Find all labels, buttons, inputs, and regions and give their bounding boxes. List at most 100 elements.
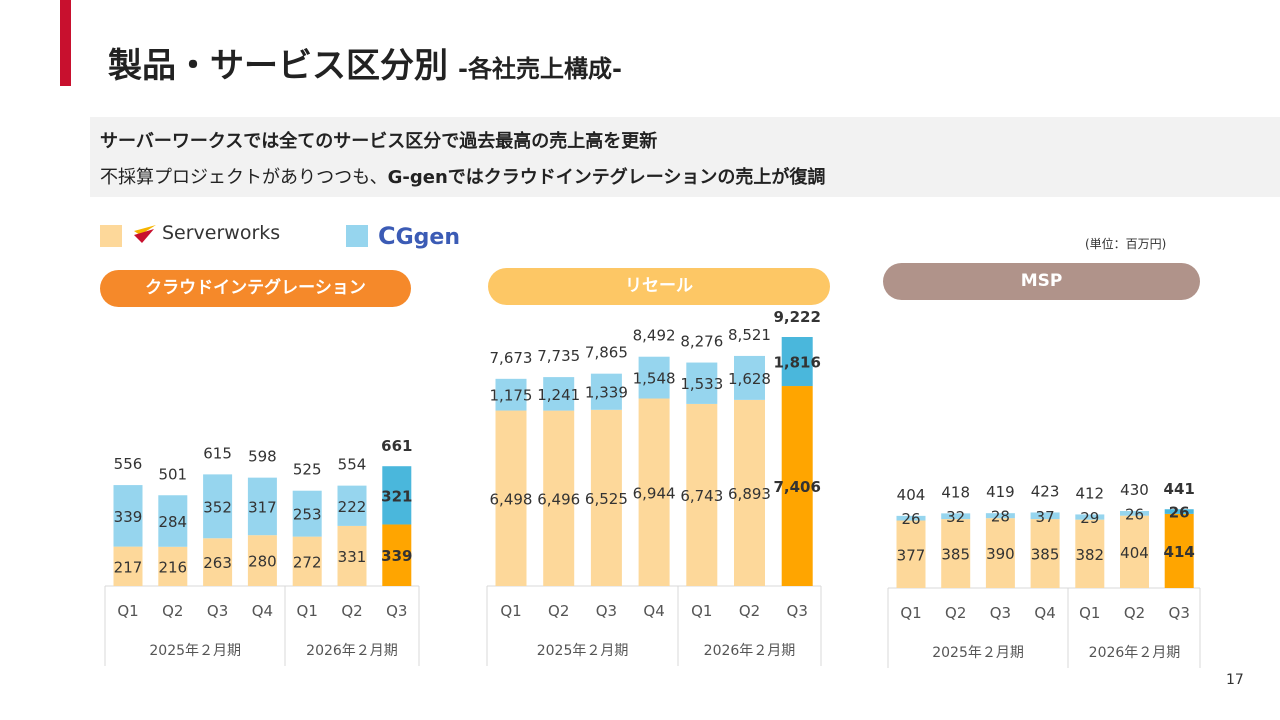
data-label-serverworks: 216 (158, 558, 187, 576)
legend-label-serverworks: Serverworks (162, 222, 281, 244)
x-group-label: 2026年２月期 (704, 643, 796, 659)
bar-serverworks (247, 535, 277, 586)
bar-serverworks (985, 518, 1015, 588)
data-label-serverworks: 390 (986, 545, 1015, 563)
data-label-ggen: 253 (293, 506, 322, 524)
x-tick-label: Q4 (252, 602, 273, 620)
data-label-ggen: 26 (901, 510, 920, 528)
bar-ggen (734, 355, 765, 400)
data-label-serverworks: 6,743 (680, 487, 723, 505)
chart-title-cloud-integration: クラウドインテグレーション (100, 270, 411, 307)
x-group-label: 2026年２月期 (306, 643, 398, 659)
legend-label-ggen: Ggen (395, 225, 461, 250)
bar-ggen (1030, 512, 1060, 520)
x-tick-label: Q3 (787, 602, 808, 620)
x-group-label: 2025年２月期 (149, 643, 241, 659)
data-label-total: 404 (897, 486, 926, 504)
data-label-serverworks: 414 (1164, 543, 1195, 561)
data-label-ggen: 1,241 (537, 386, 580, 404)
bar-ggen (896, 515, 926, 521)
data-label-total: 7,735 (537, 347, 580, 365)
legend-swatch-ggen (346, 225, 368, 247)
bar-serverworks (1120, 515, 1149, 588)
x-tick-label: Q1 (117, 602, 138, 620)
bar-serverworks (781, 386, 813, 586)
data-label-total: 9,222 (773, 308, 820, 326)
data-label-serverworks: 382 (1075, 546, 1104, 564)
serverworks-mark-icon (134, 224, 156, 243)
bar-ggen (638, 356, 670, 399)
x-tick-label: Q2 (341, 602, 362, 620)
summary-line-2: 不採算プロジェクトがありつつも、G-genではクラウドインテグレーションの売上が… (100, 163, 825, 189)
x-tick-label: Q1 (900, 604, 921, 622)
data-label-total: 412 (1075, 484, 1104, 502)
x-tick-label: Q1 (1079, 604, 1100, 622)
bar-serverworks (543, 410, 575, 586)
summary-line-2-prefix: 不採算プロジェクトがありつつも、 (100, 167, 388, 188)
data-label-serverworks: 385 (1031, 546, 1060, 564)
title-main: 製品・サービス区分別 (108, 46, 448, 86)
data-label-total: 598 (248, 448, 277, 466)
x-tick-label: Q3 (990, 604, 1011, 622)
data-label-ggen: 317 (248, 498, 277, 516)
bar-ggen (292, 490, 322, 537)
data-label-ggen: 26 (1169, 504, 1190, 522)
data-label-total: 501 (158, 465, 187, 483)
data-label-total: 525 (293, 461, 322, 479)
x-tick-label: Q1 (297, 602, 318, 620)
data-label-ggen: 1,533 (680, 375, 723, 393)
x-group-label: 2025年２月期 (537, 643, 629, 659)
bar-serverworks (638, 398, 670, 586)
ggen-logo: CGgen (378, 222, 461, 250)
data-label-serverworks: 272 (293, 553, 322, 571)
bar-serverworks (686, 403, 718, 586)
data-label-ggen: 1,339 (585, 384, 628, 402)
chart-title-msp: MSP (883, 263, 1200, 300)
x-group-label: 2026年２月期 (1089, 645, 1181, 661)
bar-ggen (382, 466, 412, 525)
data-label-total: 8,492 (633, 327, 676, 345)
data-label-ggen: 28 (991, 508, 1010, 526)
data-label-total: 8,276 (680, 333, 723, 351)
bar-ggen (495, 378, 527, 411)
data-label-total: 615 (203, 444, 232, 462)
bar-ggen (337, 485, 367, 526)
bar-serverworks (203, 538, 233, 586)
x-tick-label: Q2 (1124, 604, 1145, 622)
bar-ggen (247, 477, 277, 536)
data-label-serverworks: 339 (381, 547, 412, 565)
data-label-serverworks: 7,406 (773, 478, 820, 496)
bar-ggen (686, 362, 718, 404)
bar-ggen (203, 474, 233, 539)
data-label-ggen: 339 (114, 508, 143, 526)
summary-line-1: サーバーワークスでは全てのサービス区分で過去最高の売上高を更新 (100, 131, 658, 152)
bar-ggen (1075, 514, 1105, 520)
data-label-serverworks: 6,893 (728, 485, 771, 503)
x-tick-label: Q2 (739, 602, 760, 620)
data-label-serverworks: 263 (203, 554, 232, 572)
bar-serverworks (734, 399, 765, 586)
bar-ggen (985, 513, 1015, 519)
data-label-total: 430 (1120, 481, 1149, 499)
x-tick-label: Q4 (643, 602, 664, 620)
data-label-total: 556 (114, 455, 143, 473)
data-label-ggen: 1,548 (633, 370, 676, 388)
bar-serverworks (590, 409, 622, 586)
x-tick-label: Q1 (500, 602, 521, 620)
bar-serverworks (292, 536, 322, 586)
bar-serverworks (382, 524, 412, 586)
data-label-serverworks: 385 (941, 546, 970, 564)
bar-ggen (781, 337, 813, 387)
data-label-ggen: 352 (203, 498, 232, 516)
x-tick-label: Q2 (945, 604, 966, 622)
data-label-serverworks: 6,525 (585, 490, 628, 508)
serverworks-logo: Serverworks (132, 222, 280, 245)
data-label-total: 7,865 (585, 344, 628, 362)
data-label-ggen: 1,628 (728, 370, 771, 388)
bar-serverworks (158, 546, 188, 586)
data-label-ggen: 32 (946, 508, 965, 526)
bar-serverworks (495, 410, 527, 586)
data-label-serverworks: 6,944 (633, 484, 676, 502)
x-tick-label: Q3 (386, 602, 407, 620)
